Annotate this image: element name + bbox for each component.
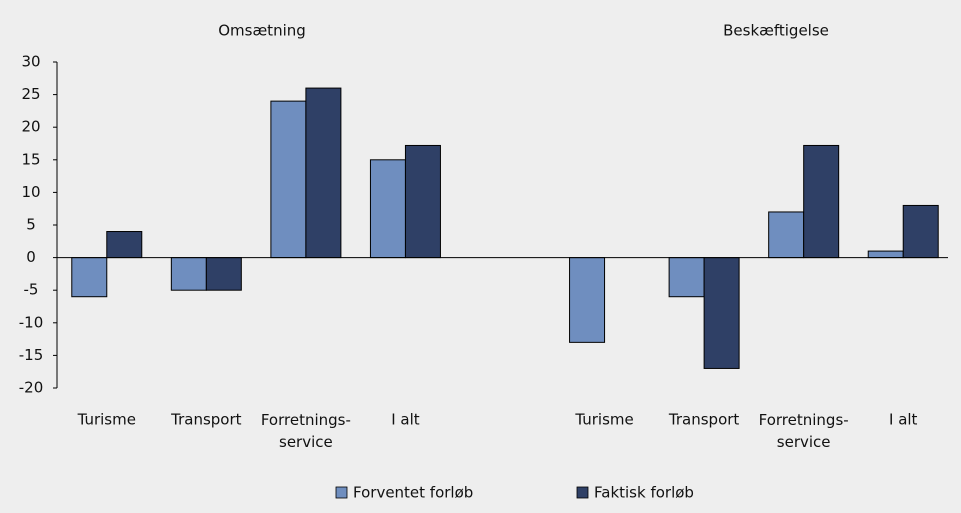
bar (305, 87, 342, 259)
y-tick-label: 10 (21, 183, 40, 201)
y-tick-label: 0 (26, 248, 36, 266)
bar (106, 231, 143, 259)
y-tick-label: 30 (21, 53, 40, 71)
legend-label: Forventet forløb (353, 484, 473, 502)
x-tick-label: I alt (391, 411, 420, 429)
bar (369, 159, 406, 259)
x-tick-label: Turisme (77, 411, 136, 429)
x-tick-label: Turisme (574, 411, 633, 429)
bar (768, 211, 805, 259)
x-tick-label: I alt (889, 411, 918, 429)
y-tick-label: 5 (26, 216, 36, 234)
y-tick-label: -10 (19, 313, 44, 331)
bar (71, 257, 108, 298)
bar (270, 100, 307, 259)
x-tick-label: Transport (170, 411, 242, 429)
bar (205, 257, 242, 291)
bar (668, 257, 705, 298)
y-tick-label: -20 (19, 379, 44, 397)
bar (867, 250, 904, 259)
legend-swatch (576, 486, 589, 499)
bar (404, 144, 441, 259)
bar (902, 204, 939, 259)
bar (569, 257, 606, 343)
x-tick-label: Forretnings-service (759, 411, 849, 451)
y-tick-label: -5 (24, 281, 39, 299)
bar (803, 144, 840, 259)
x-tick-label: Forretnings-service (261, 411, 351, 451)
y-tick-label: 20 (21, 118, 40, 136)
panel-title: Beskæftigelse (723, 22, 829, 40)
y-tick-label: -15 (19, 346, 44, 364)
bar (170, 257, 207, 291)
x-tick-label: Transport (668, 411, 740, 429)
y-tick-label: 25 (21, 85, 40, 103)
y-tick-label: 15 (21, 150, 40, 168)
panel-title: Omsætning (218, 22, 306, 40)
bar (703, 257, 740, 369)
legend-swatch (335, 486, 348, 499)
legend-label: Faktisk forløb (594, 484, 694, 502)
